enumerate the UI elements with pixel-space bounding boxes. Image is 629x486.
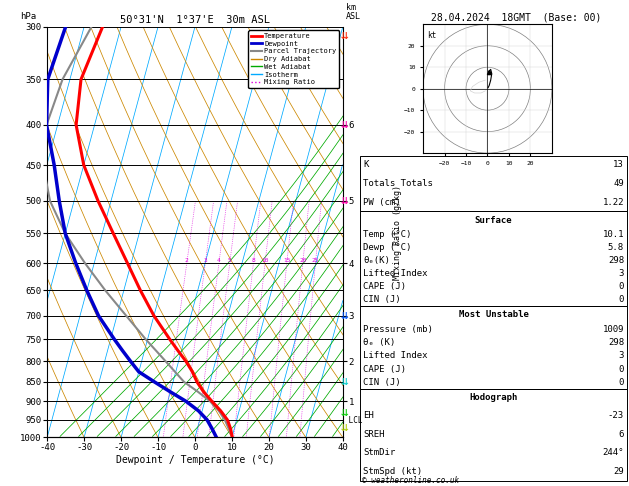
Text: Surface: Surface: [475, 216, 512, 225]
Text: ⇊: ⇊: [341, 376, 348, 388]
Text: 8: 8: [252, 258, 255, 263]
Text: Most Unstable: Most Unstable: [459, 311, 528, 319]
Y-axis label: Mixing Ratio (g/kg): Mixing Ratio (g/kg): [392, 185, 402, 279]
Text: Pressure (mb): Pressure (mb): [363, 325, 433, 334]
Text: 5: 5: [228, 258, 231, 263]
Text: 6: 6: [618, 430, 624, 438]
Text: kt: kt: [427, 31, 437, 40]
Text: LCL: LCL: [344, 416, 363, 425]
Text: CAPE (J): CAPE (J): [363, 364, 406, 374]
Text: 10: 10: [261, 258, 269, 263]
Text: Dewp (°C): Dewp (°C): [363, 243, 411, 252]
Text: ⇊: ⇊: [341, 309, 348, 322]
Text: 0: 0: [618, 364, 624, 374]
Text: Hodograph: Hodograph: [469, 393, 518, 402]
Text: 3: 3: [618, 269, 624, 278]
Text: 298: 298: [608, 256, 624, 265]
Text: 0: 0: [618, 282, 624, 291]
Text: CAPE (J): CAPE (J): [363, 282, 406, 291]
Text: θₑ(K): θₑ(K): [363, 256, 390, 265]
Text: -23: -23: [608, 411, 624, 420]
Text: ⇊: ⇊: [341, 119, 348, 131]
Text: Totals Totals: Totals Totals: [363, 179, 433, 188]
Text: 49: 49: [613, 179, 624, 188]
Title: 50°31'N  1°37'E  30m ASL: 50°31'N 1°37'E 30m ASL: [120, 15, 270, 25]
Text: 3: 3: [203, 258, 207, 263]
Text: StmDir: StmDir: [363, 449, 395, 457]
Text: 20: 20: [299, 258, 306, 263]
Text: StmSpd (kt): StmSpd (kt): [363, 467, 422, 476]
Text: Temp (°C): Temp (°C): [363, 230, 411, 240]
Text: 29: 29: [613, 467, 624, 476]
Text: 13: 13: [613, 160, 624, 169]
Text: 1009: 1009: [603, 325, 624, 334]
Text: θₑ (K): θₑ (K): [363, 338, 395, 347]
Text: 0: 0: [618, 295, 624, 304]
Text: 10.1: 10.1: [603, 230, 624, 240]
Text: 28.04.2024  18GMT  (Base: 00): 28.04.2024 18GMT (Base: 00): [431, 12, 601, 22]
Text: Lifted Index: Lifted Index: [363, 269, 428, 278]
Text: 1.22: 1.22: [603, 198, 624, 207]
Text: CIN (J): CIN (J): [363, 295, 401, 304]
Text: 244°: 244°: [603, 449, 624, 457]
Text: ⇊: ⇊: [341, 406, 348, 419]
Text: SREH: SREH: [363, 430, 384, 438]
Text: PW (cm): PW (cm): [363, 198, 401, 207]
Text: 4: 4: [217, 258, 221, 263]
Text: Lifted Index: Lifted Index: [363, 351, 428, 361]
Text: 2: 2: [185, 258, 189, 263]
Legend: Temperature, Dewpoint, Parcel Trajectory, Dry Adiabat, Wet Adiabat, Isotherm, Mi: Temperature, Dewpoint, Parcel Trajectory…: [248, 30, 339, 88]
Text: 25: 25: [312, 258, 319, 263]
Text: 298: 298: [608, 338, 624, 347]
Text: ⇊: ⇊: [341, 420, 348, 434]
Text: ⇊: ⇊: [341, 29, 348, 42]
Text: 5.8: 5.8: [608, 243, 624, 252]
Text: 3: 3: [618, 351, 624, 361]
Text: EH: EH: [363, 411, 374, 420]
Text: km
ASL: km ASL: [346, 2, 361, 20]
Text: CIN (J): CIN (J): [363, 378, 401, 387]
Text: © weatheronline.co.uk: © weatheronline.co.uk: [362, 476, 459, 485]
Text: 15: 15: [283, 258, 291, 263]
Text: ⇊: ⇊: [341, 194, 348, 208]
Text: hPa: hPa: [21, 12, 36, 20]
X-axis label: Dewpoint / Temperature (°C): Dewpoint / Temperature (°C): [116, 455, 274, 465]
Text: K: K: [363, 160, 369, 169]
Text: 0: 0: [618, 378, 624, 387]
